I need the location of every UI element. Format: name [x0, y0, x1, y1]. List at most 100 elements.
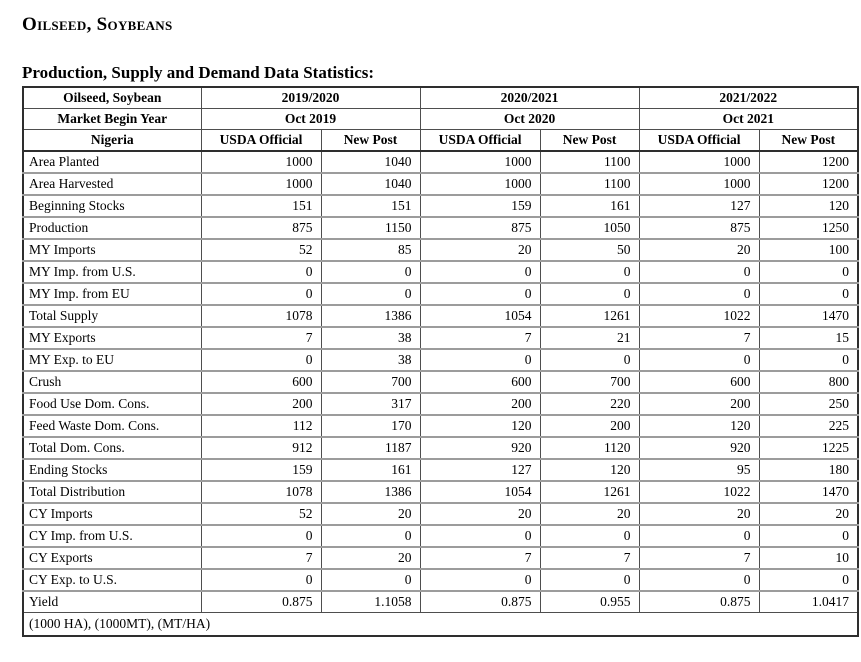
row-value: 112	[200, 415, 321, 438]
row-value: 7	[200, 327, 321, 350]
row-label: Food Use Dom. Cons.	[23, 393, 201, 416]
country-label: Nigeria	[23, 129, 201, 152]
row-value: 1120	[539, 437, 640, 460]
table-row: Area Harvested 1000 1040 1000 1100 1000 1200	[23, 173, 859, 196]
row-value: 875	[200, 217, 321, 240]
row-value: 7	[638, 327, 760, 350]
market-begin-value: Oct 2021	[638, 108, 859, 130]
row-value: 120	[758, 195, 859, 218]
row-value: 15	[758, 327, 859, 350]
row-value: 920	[638, 437, 760, 460]
row-value: 1000	[638, 173, 760, 196]
row-value: 0	[539, 349, 640, 372]
row-value: 1000	[638, 151, 760, 174]
row-value: 161	[320, 459, 421, 482]
table-row: Production 875 1150 875 1050 875 1250	[23, 217, 859, 240]
row-label: CY Exports	[23, 547, 201, 570]
market-begin-value: Oct 2020	[419, 108, 640, 130]
row-value: 0	[200, 261, 321, 284]
row-value: 912	[200, 437, 321, 460]
row-value: 0	[638, 349, 760, 372]
row-value: 7	[419, 327, 541, 350]
row-value: 7	[638, 547, 760, 570]
row-value: 20	[419, 239, 541, 262]
row-value: 0	[539, 283, 640, 306]
row-value: 20	[758, 503, 859, 526]
row-label: Area Harvested	[23, 173, 201, 196]
table-row: Area Planted 1000 1040 1000 1100 1000 1200	[23, 151, 859, 174]
table-row: MY Exports 7 38 7 21 7 15	[23, 327, 859, 350]
row-value: 200	[200, 393, 321, 416]
row-label: Total Supply	[23, 305, 201, 328]
table-header: Oilseed, Soybean 2019/2020 2020/2021 202…	[23, 87, 859, 152]
row-value: 1078	[200, 481, 321, 504]
row-value: 0	[758, 525, 859, 548]
row-value: 1386	[320, 481, 421, 504]
row-value: 0	[200, 525, 321, 548]
row-value: 225	[758, 415, 859, 438]
row-value: 0	[419, 569, 541, 592]
table-row: Total Supply 1078 1386 1054 1261 1022 1470	[23, 305, 859, 328]
row-value: 1200	[758, 151, 859, 174]
row-value: 875	[638, 217, 760, 240]
market-begin-label: Market Begin Year	[23, 108, 201, 130]
row-value: 1187	[320, 437, 421, 460]
row-value: 100	[758, 239, 859, 262]
row-value: 0	[638, 525, 760, 548]
source-column-header: New Post	[758, 129, 859, 152]
row-value: 52	[200, 239, 321, 262]
row-value: 20	[638, 503, 760, 526]
row-label: MY Imp. from EU	[23, 283, 201, 306]
row-label: CY Imports	[23, 503, 201, 526]
row-value: 0	[419, 349, 541, 372]
year-header: 2020/2021	[419, 87, 640, 109]
row-value: 170	[320, 415, 421, 438]
row-value: 1054	[419, 481, 541, 504]
table-row: Beginning Stocks 151 151 159 161 127 120	[23, 195, 859, 218]
row-value: 127	[638, 195, 760, 218]
table-row: CY Imp. from U.S. 0 0 0 0 0 0	[23, 525, 859, 548]
source-column-header: USDA Official	[200, 129, 321, 152]
table-row: Total Dom. Cons. 912 1187 920 1120 920 1225	[23, 437, 859, 460]
row-value: 161	[539, 195, 640, 218]
row-value: 1054	[419, 305, 541, 328]
row-value: 1250	[758, 217, 859, 240]
row-value: 1100	[539, 151, 640, 174]
commodity-label: Oilseed, Soybean	[23, 87, 201, 109]
row-label: Feed Waste Dom. Cons.	[23, 415, 201, 438]
row-value: 0	[539, 569, 640, 592]
row-value: 0	[758, 569, 859, 592]
row-value: 1100	[539, 173, 640, 196]
row-value: 200	[539, 415, 640, 438]
row-label: Total Dom. Cons.	[23, 437, 201, 460]
table-row: Total Distribution 1078 1386 1054 1261 1022 14…	[23, 481, 859, 504]
row-value: 0	[539, 525, 640, 548]
year-header: 2021/2022	[638, 87, 859, 109]
market-begin-value: Oct 2019	[200, 108, 421, 130]
row-value: 600	[200, 371, 321, 394]
row-value: 10	[758, 547, 859, 570]
row-value: 120	[638, 415, 760, 438]
row-value: 7	[200, 547, 321, 570]
row-label: Ending Stocks	[23, 459, 201, 482]
row-value: 700	[539, 371, 640, 394]
row-value: 0.875	[638, 591, 760, 613]
table-row: Food Use Dom. Cons. 200 317 200 220 200 250	[23, 393, 859, 416]
footer-row: (1000 HA), (1000MT), (MT/HA)	[23, 613, 858, 637]
header-row-commodity: Oilseed, Soybean 2019/2020 2020/2021 202…	[23, 87, 859, 109]
row-value: 120	[539, 459, 640, 482]
row-value: 1225	[758, 437, 859, 460]
row-value: 920	[419, 437, 541, 460]
row-value: 1470	[758, 305, 859, 328]
row-value: 159	[419, 195, 541, 218]
row-value: 38	[320, 327, 421, 350]
row-value: 1386	[320, 305, 421, 328]
source-column-header: New Post	[539, 129, 640, 152]
document-title: Oilseed, Soybeans	[22, 14, 173, 35]
row-value: 0.955	[539, 591, 640, 613]
row-value: 0	[638, 283, 760, 306]
row-value: 1.0417	[758, 591, 859, 613]
row-value: 0	[200, 349, 321, 372]
row-value: 200	[419, 393, 541, 416]
row-value: 1000	[200, 151, 321, 174]
